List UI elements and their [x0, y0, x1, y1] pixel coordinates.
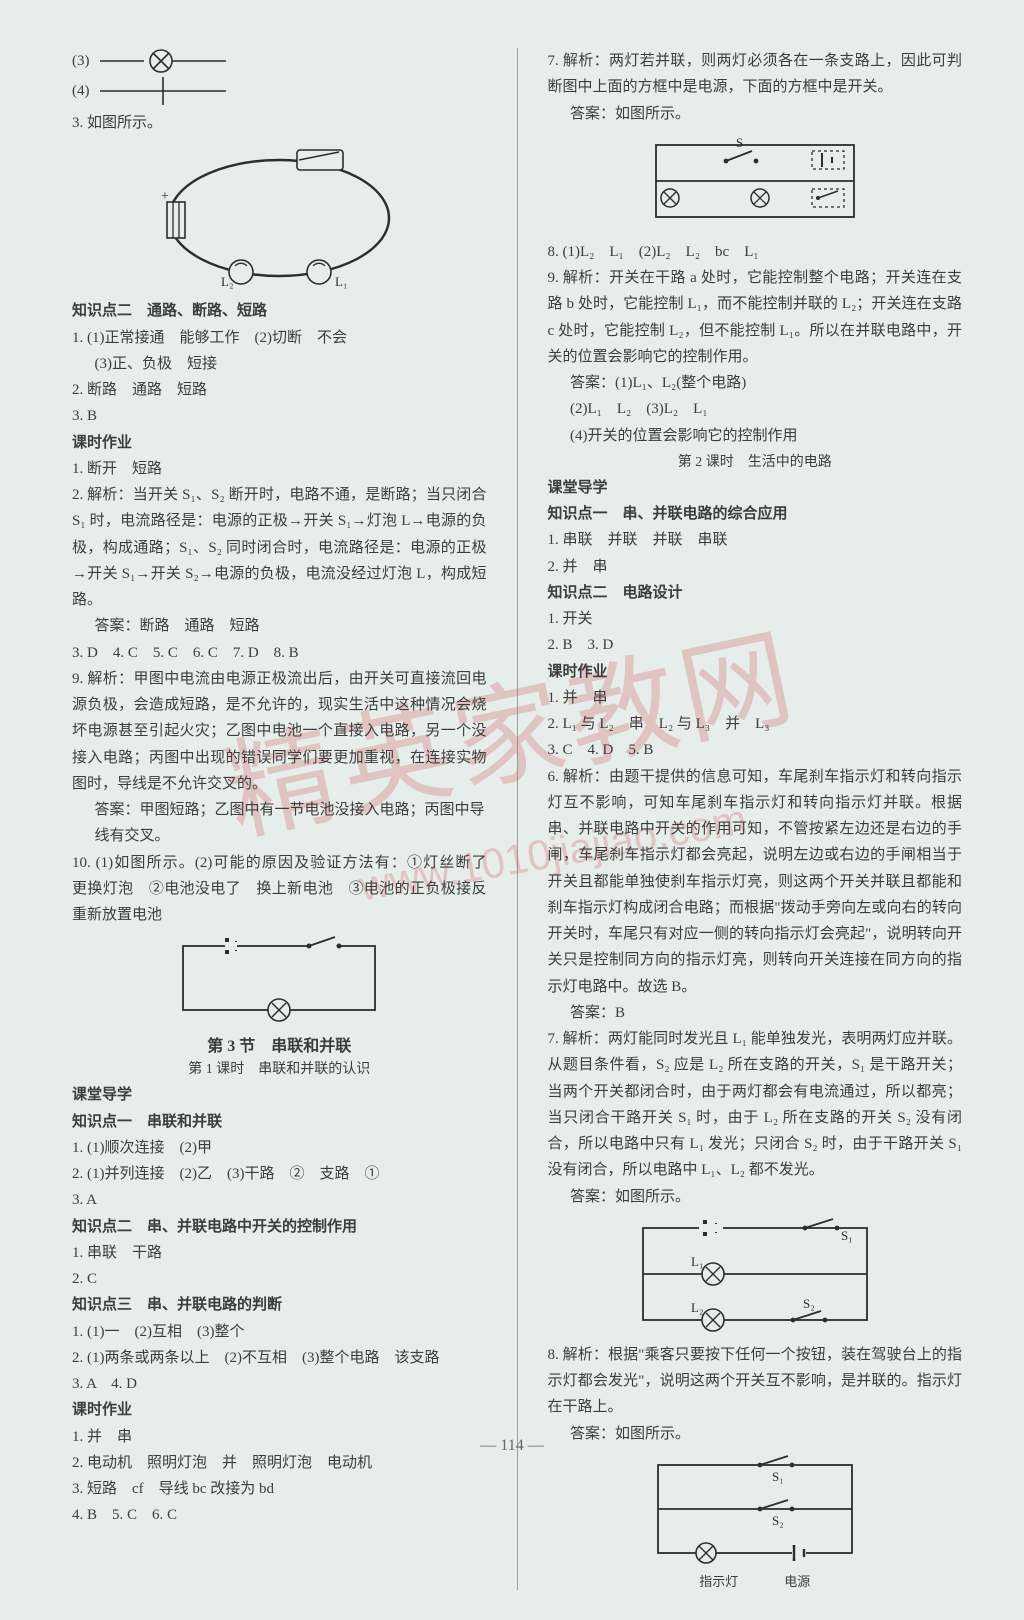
ktdx: 课堂导学 — [72, 1082, 487, 1108]
kp2-l2: 2. 断路 通路 短路 — [72, 377, 487, 403]
q8-circuit-figure: S₁ S₂ — [640, 1451, 870, 1569]
svg-text:S₂: S₂ — [803, 1296, 815, 1311]
kp2-title: 知识点二 通路、断路、短路 — [72, 298, 487, 324]
s3kp3-l2: 2. (1)两条或两条以上 (2)不互相 (3)整个电路 该支路 — [72, 1345, 487, 1371]
kp2r-l1: 1. 开关 — [548, 606, 963, 632]
svg-text:L₁: L₁ — [335, 274, 347, 289]
kszy2: 课时作业 — [72, 1397, 487, 1423]
s3kp3-title: 知识点三 串、并联电路的判断 — [72, 1292, 487, 1318]
sec3-title: 第 3 节 串联和并联 — [72, 1032, 487, 1056]
sec3-sub: 第 1 课时 串联和并联的认识 — [72, 1058, 487, 1078]
left-column: (3) (4) 3. 如图所示。 — [72, 48, 487, 1590]
ks3-q6: 6. 解析：由题干提供的信息可知，车尾刹车指示灯和转向指示灯互不影响，可知车尾刹… — [548, 764, 963, 1000]
kszy2-l3: 3. 短路 cf 导线 bc 改接为 bd — [72, 1476, 487, 1502]
column-divider — [517, 48, 518, 1590]
fig1-caption: 3. 如图所示。 — [72, 110, 487, 136]
mini-circuit-4 — [98, 76, 228, 106]
svg-text:S₁: S₁ — [772, 1469, 784, 1484]
rect-circuit-figure — [169, 932, 389, 1024]
mark-3: (3) — [72, 53, 90, 70]
top-marks: (3) (4) — [72, 48, 487, 106]
ks3-q7: 7. 解析：两灯能同时发光且 L₁ 能单独发光，表明两灯应并联。从题目条件看，S… — [548, 1026, 963, 1184]
svg-text:L₂: L₂ — [221, 274, 233, 289]
s3kp2-l1: 1. 串联 干路 — [72, 1240, 487, 1266]
ks-l1: 1. 断开 短路 — [72, 456, 487, 482]
s3kp3-l1: 1. (1)一 (2)互相 (3)整个 — [72, 1319, 487, 1345]
ks-ans2: 答案：断路 通路 短路 — [72, 613, 487, 639]
q9ans3: (4)开关的位置会影响它的控制作用 — [548, 423, 963, 449]
kp1r-l2: 2. 并 串 — [548, 554, 963, 580]
ks-ans9a: 答案：甲图短路；乙图中有一节电池没接入电路；丙图中导 — [72, 797, 487, 823]
mark-4: (4) — [72, 83, 90, 100]
ks-l10: 10. (1)如图所示。(2)可能的原因及验证方法有：①灯丝断了 更换灯泡 ②电… — [72, 850, 487, 929]
kp2r-title: 知识点二 电路设计 — [548, 580, 963, 606]
kp1-l3: 3. A — [72, 1187, 487, 1213]
svg-text:L₁: L₁ — [691, 1254, 703, 1269]
svg-text:S₂: S₂ — [772, 1513, 784, 1528]
ks-l2: 2. 解析：当开关 S₁、S₂ 断开时，电路不通，是断路；当只闭合 S₁ 时，电… — [72, 482, 487, 613]
q9ans1: 答案：(1)L₁、L₂(整个电路) — [548, 370, 963, 396]
ks-l3: 3. D 4. C 5. C 6. C 7. D 8. B — [72, 640, 487, 666]
right-column: 7. 解析：两灯若并联，则两灯必须各在一条支路上，因此可判断图中上面的方框中是电… — [548, 48, 963, 1590]
kp2-l3: 3. B — [72, 403, 487, 429]
ks-ans9b: 线有交叉。 — [72, 823, 487, 849]
q9ans2: (2)L₁ L₂ (3)L₂ L₁ — [548, 396, 963, 422]
kp1-l1: 1. (1)顺次连接 (2)甲 — [72, 1135, 487, 1161]
q7-figure: S — [640, 131, 870, 231]
ks3-l2: 2. L₁ 与 L₂ 串 L₂ 与 L₃ 并 L₃ — [548, 711, 963, 737]
kp2-l1: 1. (1)正常接通 能够工作 (2)切断 不会 — [72, 325, 487, 351]
page-body: (3) (4) 3. 如图所示。 — [0, 0, 1024, 1620]
svg-text:+: + — [161, 189, 169, 204]
kszy2-l4: 4. B 5. C 6. C — [72, 1502, 487, 1528]
circuit-loop-figure: + L₁ L₂ — [149, 140, 409, 290]
q7: 7. 解析：两灯若并联，则两灯必须各在一条支路上，因此可判断图中上面的方框中是电… — [548, 48, 963, 101]
mini-circuit-3 — [98, 48, 228, 74]
s3kp3-l3: 3. A 4. D — [72, 1371, 487, 1397]
kp1-title: 知识点一 串联和并联 — [72, 1109, 487, 1135]
q7-circuit-figure: S₁ L₁ L₂ S₂ — [625, 1214, 885, 1334]
q7ans: 答案：如图所示。 — [548, 101, 963, 127]
q9: 9. 解析：开关在干路 a 处时，它能控制整个电路；开关连在支路 b 处时，它能… — [548, 265, 963, 370]
ks3-l1: 1. 并 串 — [548, 685, 963, 711]
ktdx2: 课堂导学 — [548, 475, 963, 501]
q8-fig-labels: 指示灯 电源 — [548, 1571, 963, 1590]
lesson2: 第 2 课时 生活中的电路 — [548, 451, 963, 471]
s3kp2-l2: 2. C — [72, 1266, 487, 1292]
lbl-lamp: 指示灯 — [699, 1571, 738, 1590]
page-footer: — 114 — — [0, 1437, 1024, 1455]
kp1r-title: 知识点一 串、并联电路的综合应用 — [548, 501, 963, 527]
s3kp2-title: 知识点二 串、并联电路中开关的控制作用 — [72, 1214, 487, 1240]
lbl-src: 电源 — [784, 1571, 810, 1590]
kp1r-l1: 1. 串联 并联 并联 串联 — [548, 527, 963, 553]
ks3-ans6: 答案：B — [548, 1000, 963, 1026]
q8: 8. (1)L₂ L₁ (2)L₂ L₂ bc L₁ — [548, 239, 963, 265]
svg-text:L₂: L₂ — [691, 1300, 703, 1315]
kp2r-l2: 2. B 3. D — [548, 632, 963, 658]
kszy3: 课时作业 — [548, 659, 963, 685]
kp1-l2: 2. (1)并列连接 (2)乙 (3)干路 ② 支路 ① — [72, 1161, 487, 1187]
svg-text:S: S — [736, 135, 743, 150]
kszy: 课时作业 — [72, 430, 487, 456]
kp2-l1b: (3)正、负极 短接 — [72, 351, 487, 377]
svg-text:S₁: S₁ — [841, 1228, 853, 1243]
ks3-l3: 3. C 4. D 5. B — [548, 737, 963, 763]
ks3-q8: 8. 解析：根据"乘客只要按下任何一个按钮，装在驾驶台上的指示灯都会发光"，说明… — [548, 1342, 963, 1421]
ks-l9: 9. 解析：甲图中电流由电源正极流出后，由开关可直接流回电源负极，会造成短路，是… — [72, 666, 487, 797]
ks3-ans7: 答案：如图所示。 — [548, 1184, 963, 1210]
